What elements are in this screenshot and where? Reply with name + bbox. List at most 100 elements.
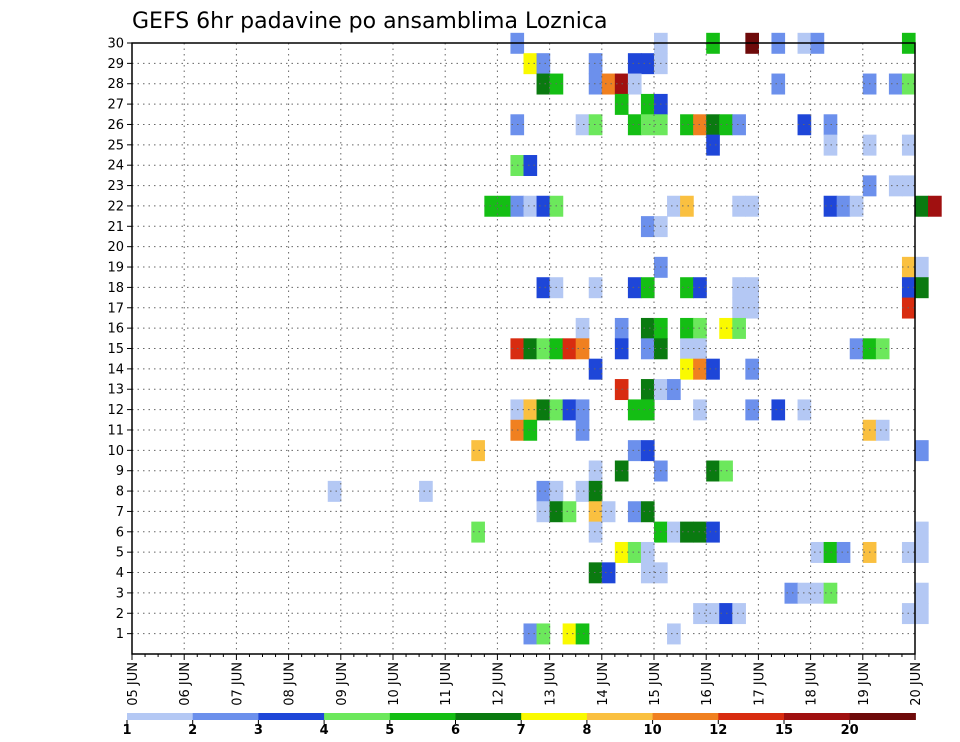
heatmap-cell xyxy=(575,338,590,360)
x-tick-label: 18 JUN xyxy=(805,662,820,706)
y-tick-label: 28 xyxy=(107,77,124,92)
heatmap-cell xyxy=(915,256,929,278)
heatmap-cell xyxy=(523,53,538,75)
heatmap-cell xyxy=(888,73,903,95)
heatmap-cell xyxy=(836,195,851,217)
heatmap-cell xyxy=(823,195,838,217)
heatmap-cell xyxy=(823,582,838,604)
y-tick-label: 9 xyxy=(116,464,124,479)
y-tick-label: 26 xyxy=(107,118,124,133)
cells-layer xyxy=(327,32,942,645)
legend-color-bin xyxy=(389,713,456,720)
heatmap-cell xyxy=(745,297,759,319)
heatmap-cell xyxy=(627,53,642,75)
y-tick-label: 5 xyxy=(116,546,124,561)
heatmap-cell xyxy=(575,114,590,136)
heatmap-cell xyxy=(915,603,929,625)
x-tick-label: 11 JUN xyxy=(439,662,454,706)
heatmap-cell xyxy=(680,338,694,360)
y-tick-label: 6 xyxy=(116,525,124,540)
y-tick-label: 15 xyxy=(107,342,124,357)
x-tick-label: 09 JUN xyxy=(335,662,350,706)
heatmap-cell xyxy=(575,623,590,645)
heatmap-cell xyxy=(640,440,655,462)
heatmap-cell xyxy=(562,338,577,360)
heatmap-cell xyxy=(627,277,642,299)
heatmap-cell xyxy=(588,501,603,523)
heatmap-cell xyxy=(536,399,551,421)
heatmap-cell xyxy=(523,195,538,217)
heatmap-cell xyxy=(667,623,681,645)
x-tick-label: 05 JUN xyxy=(126,662,141,706)
heatmap-cell xyxy=(915,195,929,217)
heatmap-cell xyxy=(915,440,929,462)
heatmap-cell xyxy=(640,277,655,299)
y-tick-label: 14 xyxy=(107,362,124,377)
heatmap-cell xyxy=(536,73,551,95)
heatmap-cell xyxy=(823,134,838,156)
legend-color-bin xyxy=(455,713,522,720)
color-legend: 1 2 3 4 5 6 7 8 10 12 15 20 xyxy=(122,713,916,738)
heatmap-cell xyxy=(640,216,655,238)
y-tick-label: 16 xyxy=(107,322,124,337)
legend-tick-label: 6 xyxy=(451,723,460,738)
heatmap-cell xyxy=(706,603,720,625)
heatmap-cell xyxy=(667,195,681,217)
heatmap-cell xyxy=(732,277,746,299)
heatmap-cell xyxy=(536,277,551,299)
heatmap-cell xyxy=(601,73,616,95)
grid-layer xyxy=(132,43,915,654)
heatmap-cell xyxy=(640,93,655,115)
heatmap-cell xyxy=(523,338,538,360)
heatmap-cell xyxy=(680,195,694,217)
y-tick-label: 27 xyxy=(107,98,124,113)
heatmap-cell xyxy=(536,195,551,217)
heatmap-cell xyxy=(667,521,681,543)
heatmap-cell xyxy=(523,419,538,441)
heatmap-cell xyxy=(523,399,538,421)
y-tick-label: 10 xyxy=(107,444,124,459)
legend-tick-label: 8 xyxy=(582,723,591,738)
heatmap-cell xyxy=(888,175,903,197)
heatmap-cell xyxy=(536,623,551,645)
x-tick-label: 12 JUN xyxy=(491,662,506,706)
y-tick-label: 2 xyxy=(116,607,124,622)
heatmap-cell xyxy=(745,399,759,421)
heatmap-cell xyxy=(640,379,655,401)
heatmap-cell xyxy=(810,582,825,604)
heatmap-cell xyxy=(706,114,720,136)
legend-color-bin xyxy=(652,713,719,720)
legend-tick-label: 5 xyxy=(385,723,394,738)
heatmap-cell xyxy=(523,155,538,176)
heatmap-cell xyxy=(745,195,759,217)
y-tick-label: 3 xyxy=(116,586,124,601)
heatmap-cell xyxy=(627,73,642,95)
heatmap-cell xyxy=(627,541,642,563)
legend-tick-label: 1 xyxy=(122,723,131,738)
legend-color-bin xyxy=(718,713,785,720)
x-tick-label: 13 JUN xyxy=(544,662,559,706)
heatmap-cell xyxy=(915,541,929,563)
heatmap-cell xyxy=(536,338,551,360)
heatmap-cell xyxy=(732,317,746,339)
heatmap-cell xyxy=(484,195,498,217)
y-tick-label: 4 xyxy=(116,566,124,581)
heatmap-cell xyxy=(640,338,655,360)
y-tick-label: 21 xyxy=(107,220,124,235)
heatmap-cell xyxy=(667,379,681,401)
y-tick-label: 22 xyxy=(107,199,124,214)
x-tick-label: 14 JUN xyxy=(596,662,611,706)
heatmap-cell xyxy=(588,277,603,299)
legend-color-bin xyxy=(258,713,325,720)
x-tick-label: 15 JUN xyxy=(648,662,663,706)
x-axis: 05 JUN 06 JUN 07 JUN 08 JUN 09 JUN 10 JUN 11 J… xyxy=(126,654,924,706)
heatmap-cell xyxy=(706,460,720,482)
x-tick-label: 20 JUN xyxy=(909,662,924,706)
heatmap-cell xyxy=(771,73,786,95)
legend-color-bin xyxy=(127,713,194,720)
heatmap-cell xyxy=(640,114,655,136)
heatmap-cell xyxy=(680,114,694,136)
heatmap-cell xyxy=(680,317,694,339)
heatmap-cell xyxy=(706,521,720,543)
y-tick-label: 7 xyxy=(116,505,124,520)
